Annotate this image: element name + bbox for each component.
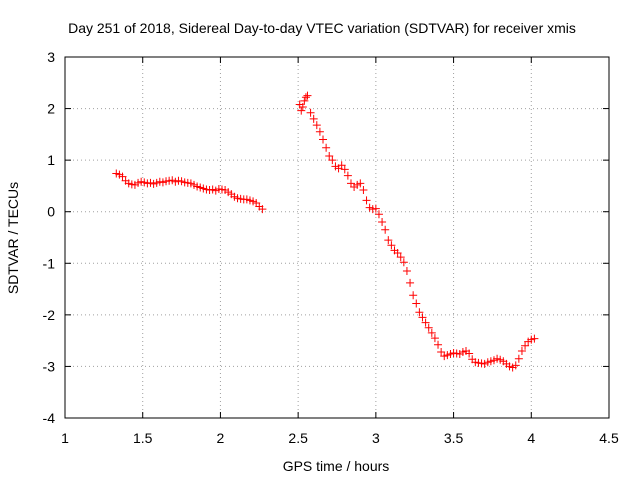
data-point	[301, 93, 310, 102]
data-point	[322, 143, 331, 152]
data-point	[343, 171, 352, 180]
data-point	[393, 248, 402, 257]
data-point	[300, 96, 309, 105]
data-point	[297, 106, 306, 115]
data-point	[309, 114, 318, 123]
data-point	[521, 341, 530, 350]
x-tick-label: 2	[217, 430, 225, 446]
data-point	[415, 308, 424, 317]
data-point	[378, 218, 387, 227]
data-point	[371, 204, 380, 213]
data-point	[337, 161, 346, 170]
plot-frame	[64, 56, 610, 419]
data-point	[409, 291, 418, 300]
data-point	[340, 165, 349, 174]
data-point	[298, 103, 307, 112]
data-point	[118, 172, 127, 181]
data-point	[362, 196, 371, 205]
data-point	[412, 299, 421, 308]
y-tick-label: 2	[47, 101, 55, 117]
data-point	[315, 127, 324, 136]
data-point	[434, 340, 443, 349]
x-tick-label: 3	[372, 430, 380, 446]
data-point	[418, 313, 427, 322]
data-point	[325, 152, 334, 161]
grid	[65, 57, 609, 418]
x-tick-label: 1	[61, 430, 69, 446]
data-point	[258, 205, 267, 214]
x-tick-label: 4.5	[599, 430, 619, 446]
data-point	[530, 334, 539, 343]
y-tick-label: -2	[43, 307, 56, 323]
data-point	[387, 241, 396, 250]
data-point	[303, 91, 312, 100]
data-point	[399, 258, 408, 267]
data-point	[465, 349, 474, 358]
x-tick-label: 3.5	[444, 430, 464, 446]
y-tick-label: 0	[47, 204, 55, 220]
data-point	[396, 253, 405, 262]
y-tick-label: 3	[47, 49, 55, 65]
y-tick-label: 1	[47, 152, 55, 168]
data-point	[306, 108, 315, 117]
x-tick-label: 1.5	[133, 430, 153, 446]
chart-title: Day 251 of 2018, Sidereal Day-to-day VTE…	[68, 20, 576, 36]
x-tick-labels: 1 1.5 2 2.5 3 3.5 4 4.5	[61, 430, 619, 446]
axis-ticks	[64, 56, 610, 419]
data-point	[402, 267, 411, 276]
y-tick-labels: -4 -3 -2 -1 0 1 2 3	[43, 49, 56, 426]
data-point	[374, 210, 383, 219]
data-point	[437, 347, 446, 356]
data-point	[517, 346, 526, 355]
data-point	[406, 278, 415, 287]
data-points	[112, 91, 539, 372]
data-point	[421, 318, 430, 327]
x-tick-label: 4	[527, 430, 535, 446]
y-tick-label: -4	[43, 410, 56, 426]
data-point	[359, 186, 368, 195]
data-point	[427, 328, 436, 337]
y-tick-label: -1	[43, 255, 56, 271]
data-point	[319, 135, 328, 144]
data-point	[514, 354, 523, 363]
x-axis-label: GPS time / hours	[283, 458, 390, 474]
data-point	[356, 179, 365, 188]
data-point	[312, 121, 321, 130]
x-tick-label: 2.5	[288, 430, 308, 446]
data-point	[511, 361, 520, 370]
y-axis-label: SDTVAR / TECUs	[5, 182, 21, 294]
data-point	[381, 225, 390, 234]
data-point	[328, 156, 337, 165]
data-point	[430, 334, 439, 343]
data-point	[424, 323, 433, 332]
y-tick-label: -3	[43, 358, 56, 374]
data-point	[384, 236, 393, 245]
